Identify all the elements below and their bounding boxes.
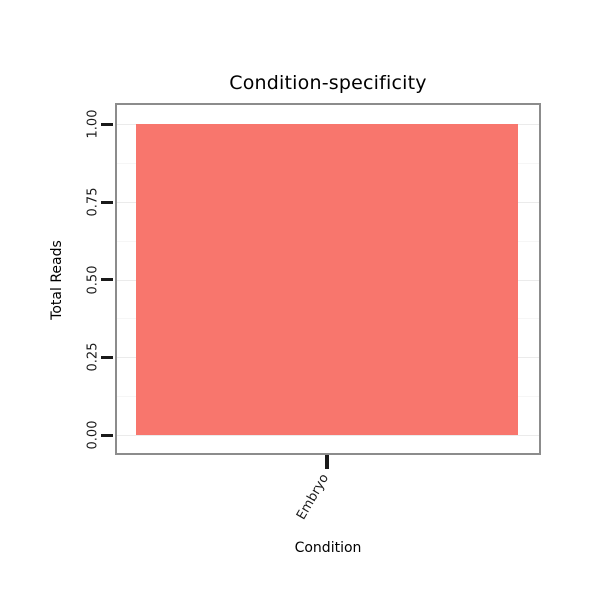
y-tick-mark-1.00: [101, 122, 113, 126]
plot-panel: [115, 103, 541, 455]
plot-value-area: [117, 124, 539, 436]
bar-embryo: [136, 124, 518, 435]
x-tick-label-embryo: Embryo: [293, 471, 333, 523]
y-tick-label-1.00: 1.00: [85, 109, 101, 139]
x-tick-mark-embryo: [325, 455, 329, 469]
y-tick-label-0.00: 0.00: [85, 420, 101, 450]
y-tick-mark-0.00: [101, 433, 113, 437]
gridline-major-0.00: [117, 435, 539, 436]
y-tick-mark-0.75: [101, 200, 113, 204]
y-tick-mark-0.50: [101, 278, 113, 281]
y-tick-label-0.75: 0.75: [85, 187, 101, 217]
y-tick-label-0.25: 0.25: [85, 342, 101, 372]
chart-title: Condition-specificity: [229, 72, 427, 94]
y-axis-label: Total Reads: [49, 240, 65, 320]
x-axis-label: Condition: [294, 540, 362, 556]
y-tick-mark-0.25: [101, 355, 113, 359]
y-tick-label-0.50: 0.50: [85, 265, 101, 294]
